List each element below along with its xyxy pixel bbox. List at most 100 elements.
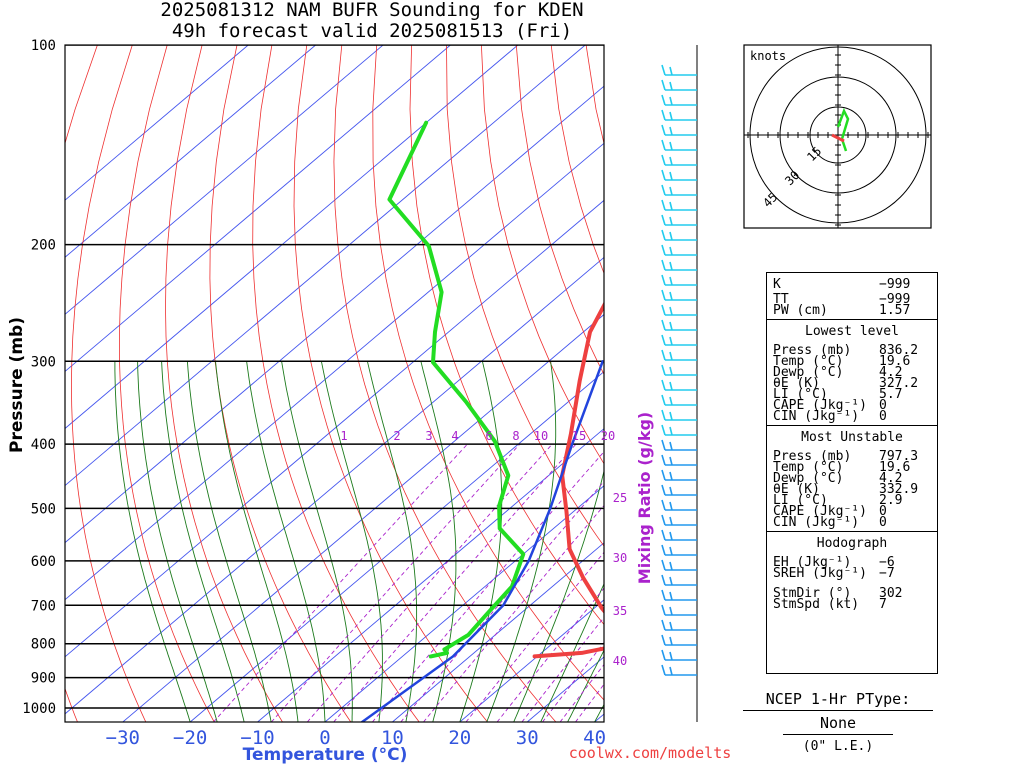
mixing-ratio-label: 1 [340, 429, 347, 443]
watermark: coolwx.com/modelts [569, 744, 732, 762]
wind-barb-flag [669, 336, 673, 346]
unstable-row: θE (K) 332.9 [773, 483, 931, 496]
wind-barb-flag [661, 79, 666, 91]
moist-adiabat-line [420, 361, 457, 722]
wind-barb-flag [669, 471, 673, 481]
wind-barb-flag [661, 139, 666, 151]
wind-barb-flag [661, 319, 666, 331]
lowest-row-value: 0 [879, 398, 887, 413]
wind-barb-flag [661, 259, 666, 271]
unstable-row-label: Temp (°C) [773, 460, 844, 475]
x-tick-label: 30 [516, 727, 539, 749]
mixing-ratio-line [400, 480, 604, 722]
mixing-ratio-axis-label: Mixing Ratio (g/kg) [635, 412, 654, 584]
isotherm-line [65, 45, 384, 315]
y-tick-label: 1000 [22, 701, 56, 717]
unstable-row-value: 0 [879, 515, 887, 530]
sounding-series [360, 120, 604, 722]
wind-barb-flag [669, 591, 673, 601]
mixing-ratio-side-label: 25 [613, 491, 627, 505]
isotherm-line [65, 142, 604, 601]
lowest-row-label: CIN (Jkg⁻¹) [773, 409, 860, 424]
wind-barbs [661, 64, 697, 676]
hodo-row: EH (Jkg⁻¹) −6 [773, 556, 931, 569]
plot-frame [64, 44, 605, 723]
wind-barb-flag [661, 619, 666, 631]
mixing-ratio-label: 10 [534, 429, 548, 443]
isotherm-line [65, 199, 604, 658]
unstable-row-label: CIN (Jkg⁻¹) [773, 515, 860, 530]
wind-barb-flag [661, 274, 666, 286]
most-unstable-rows: Press (mb) 797.3 Temp (°C) 19.6 Dewp (°C) 4.2… [773, 450, 931, 530]
isotherm-line [459, 599, 604, 722]
wind-barb-flag [669, 156, 673, 166]
wind-barb-flag [661, 649, 666, 661]
wind-barb-flag [661, 529, 666, 541]
hodo-row-label: SREH (Jkg⁻¹) [773, 566, 867, 581]
lowest-row-label: Temp (°C) [773, 354, 844, 369]
wind-barb-flag [661, 634, 666, 646]
mixing-ratio-line [559, 663, 604, 722]
wind-barb-flag [669, 351, 673, 361]
lowest-row-value: 0 [879, 409, 887, 424]
mixing-ratio-side-label: 35 [613, 604, 627, 618]
y-tick-label: 400 [31, 437, 56, 453]
wind-barb-flag [669, 321, 673, 331]
wind-barb-flag [661, 214, 666, 226]
wind-barb-flag [669, 141, 673, 151]
axis-ticks: 1 2 3 4 6 8 10 15 202530354010020030040050060070… [22, 38, 627, 749]
stat-pw: PW (cm) 1.57 [773, 304, 931, 317]
x-tick-label: 40 [583, 727, 606, 749]
x-tick-label: 20 [448, 727, 471, 749]
moist-adiabat-line [246, 361, 326, 722]
unstable-row-value: 4.2 [879, 471, 903, 486]
moist-adiabat-line [114, 361, 191, 722]
wind-barb-flag [669, 276, 673, 286]
stat-tt-value: −999 [879, 292, 911, 307]
wind-barb-flag [661, 109, 666, 121]
wind-barb-flag [661, 484, 666, 496]
wind-barb-flag [669, 651, 673, 661]
wind-barb-flag [669, 66, 673, 76]
wind-barb-flag [669, 561, 673, 571]
y-tick-label: 900 [31, 671, 56, 687]
moist-adiabat-line [320, 361, 383, 722]
hodo-row: StmDir (°) 302 [773, 586, 931, 601]
mixing-ratio-side-label: 40 [613, 654, 627, 668]
moist-adiabat-line [281, 361, 353, 722]
mixing-ratio-line [521, 616, 604, 722]
wind-barb-flag [661, 454, 666, 466]
dry-adiabat-line [970, 45, 1024, 722]
mixing-ratio-label: 3 [425, 429, 432, 443]
wind-barb-flag [661, 184, 666, 196]
hodo-row-label: StmDir (°) [773, 586, 852, 601]
y-tick-label: 700 [31, 598, 56, 614]
wind-barb-flag [661, 499, 666, 511]
mixing-ratio-line [306, 443, 553, 722]
hodograph-trace-low [831, 133, 845, 143]
lowest-level-title: Lowest level [805, 324, 899, 339]
hodo-row-label: StmSpd (kt) [773, 597, 860, 612]
ptype-value: None [783, 714, 893, 735]
mixing-ratio-line [423, 504, 604, 722]
mixing-ratio-side-label: 30 [613, 551, 627, 565]
moist-adiabat-line [161, 361, 245, 722]
stat-k: K −999 [773, 278, 931, 291]
dry-adiabat-line [935, 45, 1024, 722]
y-axis-label: Pressure (mb) [7, 317, 27, 453]
wind-barb-flag [669, 396, 673, 406]
mixing-ratio-line [465, 551, 604, 722]
wind-barb-flag [669, 291, 673, 301]
wind-barb-flag [669, 96, 673, 106]
moist-adiabat-line [567, 649, 604, 722]
ptype-note: (0" L.E.) [802, 739, 874, 754]
wind-barb-flag [661, 199, 666, 211]
unstable-row: LI (°C) 2.9 [773, 494, 931, 507]
mixing-ratio-line [213, 443, 468, 722]
wind-barb-flag [661, 664, 666, 676]
wind-barb-flag [661, 544, 666, 556]
wind-barb-flag [669, 441, 673, 451]
wind-barb-flag [661, 604, 666, 616]
wind-barb-flag [661, 289, 666, 301]
